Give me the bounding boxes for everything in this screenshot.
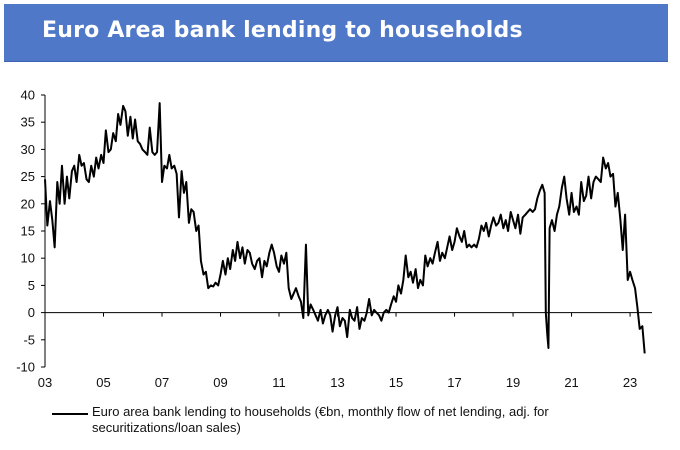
x-tick-label: 09 — [213, 375, 227, 390]
y-tick-label: 15 — [21, 224, 35, 239]
x-tick-label: 13 — [330, 375, 344, 390]
y-tick-label: 40 — [21, 88, 35, 103]
x-tick-label: 03 — [38, 375, 52, 390]
y-tick-label: 5 — [28, 278, 35, 293]
header-band: Euro Area bank lending to households — [4, 4, 668, 62]
legend: Euro area bank lending to households (€b… — [48, 404, 658, 444]
y-tick-label: -10 — [16, 360, 35, 375]
x-tick-label: 15 — [389, 375, 403, 390]
y-tick-label: 0 — [28, 305, 35, 320]
chart-title: Euro Area bank lending to households — [42, 18, 523, 43]
legend-label: Euro area bank lending to households (€b… — [92, 404, 549, 435]
legend-swatch — [52, 413, 88, 415]
y-tick-label: 10 — [21, 251, 35, 266]
y-tick-label: -5 — [23, 332, 35, 347]
x-tick-label: 17 — [447, 375, 461, 390]
chart-canvas: 40 35 30 25 20 15 10 5 0 -5 -10 03 05 07 09 11 13 15 17 19… — [16, 88, 652, 390]
x-axis: 03 05 07 09 11 13 15 17 19 21 23 — [38, 312, 652, 390]
x-tick-label: 11 — [272, 375, 286, 390]
y-axis: 40 35 30 25 20 15 10 5 0 -5 -10 — [16, 88, 46, 375]
y-tick-label: 30 — [21, 142, 35, 157]
y-tick-label: 20 — [21, 196, 35, 211]
y-tick-label: 25 — [21, 169, 35, 184]
x-tick-label: 05 — [96, 375, 110, 390]
series-group — [44, 102, 646, 354]
x-tick-label: 19 — [506, 375, 520, 390]
x-tick-label: 07 — [155, 375, 169, 390]
y-tick-label: 35 — [21, 115, 35, 130]
x-tick-label: 21 — [564, 375, 578, 390]
x-tick-label: 23 — [623, 375, 637, 390]
series-line-0 — [44, 102, 646, 354]
